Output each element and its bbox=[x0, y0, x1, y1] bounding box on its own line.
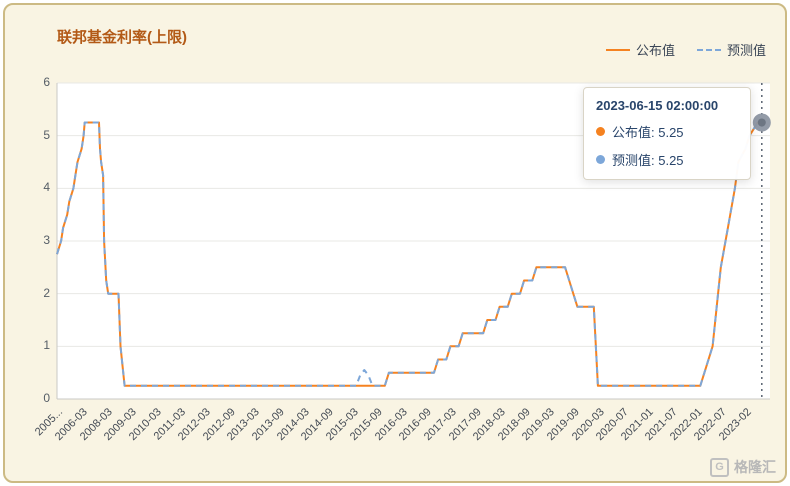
series-line-forecast bbox=[56, 121, 762, 387]
legend-item-published[interactable]: 公布值 bbox=[605, 40, 675, 59]
legend-item-forecast[interactable]: 预测值 bbox=[696, 40, 766, 59]
tooltip-row-forecast: 预测值: 5.25 bbox=[596, 150, 738, 169]
tooltip-published-value: 公布值: 5.25 bbox=[612, 125, 684, 140]
chart-title: 联邦基金利率(上限) bbox=[57, 29, 187, 46]
gelonghui-logo-icon: G bbox=[710, 457, 729, 477]
chart-legend: 公布值 预测值 bbox=[605, 40, 766, 59]
watermark: G 格隆汇 bbox=[710, 457, 776, 477]
watermark-text: 格隆汇 bbox=[734, 459, 776, 475]
forecast-line-swatch-icon bbox=[696, 48, 721, 51]
tooltip-timestamp: 2023-06-15 02:00:00 bbox=[596, 98, 719, 113]
highlighted-point-center bbox=[757, 118, 766, 127]
tooltip-forecast-value: 预测值: 5.25 bbox=[612, 153, 684, 168]
legend-label-published: 公布值 bbox=[635, 43, 675, 58]
tooltip-row-published: 公布值: 5.25 bbox=[596, 122, 738, 141]
published-line-swatch-icon bbox=[605, 48, 630, 51]
chart-tooltip: 2023-06-15 02:00:00 公布值: 5.25 预测值: 5.25 bbox=[583, 87, 751, 180]
legend-label-forecast: 预测值 bbox=[726, 43, 766, 58]
forecast-dot-icon bbox=[596, 155, 605, 164]
published-dot-icon bbox=[596, 127, 605, 136]
